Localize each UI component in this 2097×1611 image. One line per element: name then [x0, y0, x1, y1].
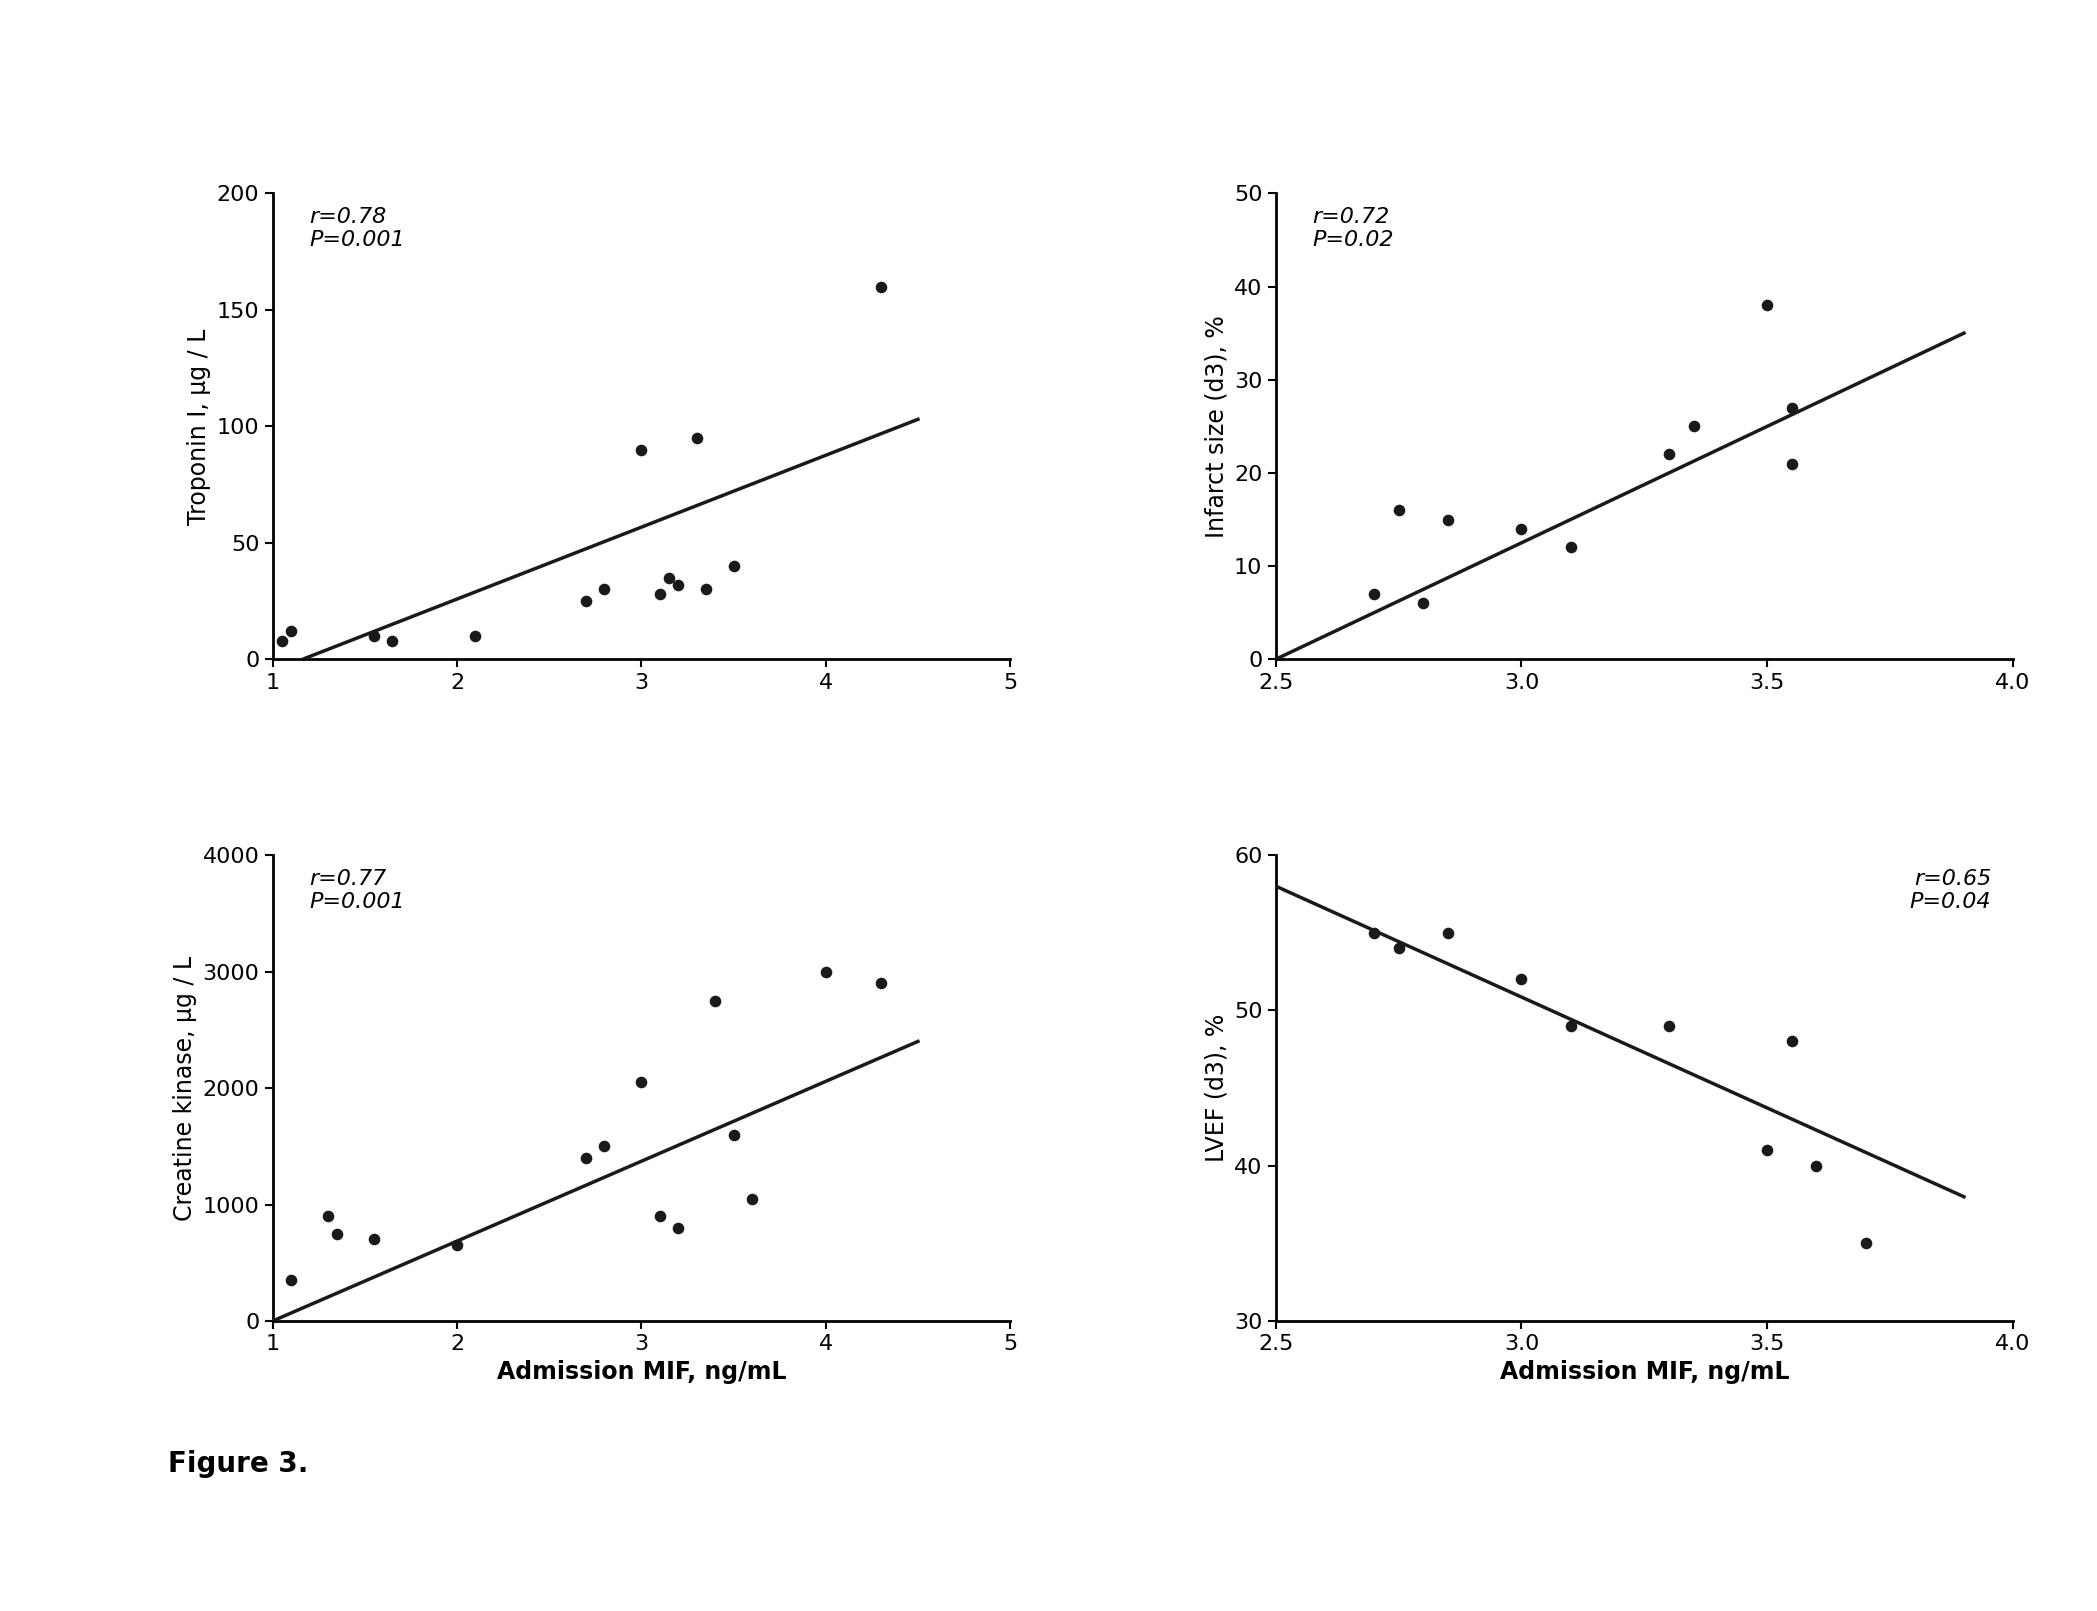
Point	[644, 1203, 677, 1229]
Point	[275, 619, 308, 644]
Point	[1382, 498, 1415, 524]
Point	[864, 970, 898, 996]
Point	[625, 1070, 658, 1095]
Point	[1850, 1231, 1883, 1257]
Point	[1506, 516, 1539, 541]
Point	[1751, 1137, 1785, 1163]
Point	[1357, 582, 1390, 607]
Y-axis label: Troponin I, μg / L: Troponin I, μg / L	[187, 329, 212, 525]
Point	[625, 437, 658, 462]
Point	[1430, 506, 1464, 532]
Point	[1554, 1013, 1587, 1039]
Point	[1652, 1013, 1686, 1039]
Point	[1799, 1153, 1833, 1179]
Point	[1751, 292, 1785, 317]
Point	[459, 623, 493, 649]
Y-axis label: LVEF (d3), %: LVEF (d3), %	[1204, 1013, 1229, 1162]
Point	[736, 1186, 770, 1211]
Point	[375, 628, 409, 654]
Point	[1506, 967, 1539, 992]
Point	[652, 565, 686, 591]
Point	[661, 572, 694, 598]
Point	[568, 1145, 602, 1171]
X-axis label: Admission MIF, ng/mL: Admission MIF, ng/mL	[1499, 1360, 1789, 1384]
Text: Figure 3.: Figure 3.	[168, 1450, 308, 1477]
Point	[1652, 441, 1686, 467]
Point	[690, 577, 723, 603]
Y-axis label: Infarct size (d3), %: Infarct size (d3), %	[1204, 314, 1229, 538]
Point	[717, 1121, 751, 1147]
Point	[587, 577, 621, 603]
X-axis label: Admission MIF, ng/mL: Admission MIF, ng/mL	[497, 1360, 786, 1384]
Point	[1430, 920, 1464, 946]
Point	[321, 1221, 354, 1247]
Point	[661, 1215, 694, 1240]
Text: r=0.77
P=0.001: r=0.77 P=0.001	[310, 868, 405, 912]
Point	[679, 425, 713, 451]
Point	[809, 959, 843, 984]
Point	[698, 988, 732, 1013]
Point	[440, 1232, 474, 1258]
Point	[1357, 920, 1390, 946]
Point	[356, 623, 390, 649]
Point	[1774, 395, 1808, 420]
Point	[568, 588, 602, 614]
Point	[275, 1268, 308, 1294]
Point	[587, 1134, 621, 1160]
Point	[1407, 591, 1441, 617]
Text: r=0.65
P=0.04: r=0.65 P=0.04	[1910, 868, 1990, 912]
Point	[356, 1226, 390, 1252]
Point	[1678, 414, 1711, 440]
Text: r=0.72
P=0.02: r=0.72 P=0.02	[1313, 208, 1395, 250]
Point	[264, 628, 298, 654]
Point	[1554, 535, 1587, 561]
Point	[864, 274, 898, 300]
Point	[644, 582, 677, 607]
Text: r=0.78
P=0.001: r=0.78 P=0.001	[310, 208, 405, 250]
Y-axis label: Creatine kinase, μg / L: Creatine kinase, μg / L	[172, 955, 197, 1221]
Point	[1382, 936, 1415, 962]
Point	[1774, 451, 1808, 477]
Point	[1774, 1028, 1808, 1054]
Point	[310, 1203, 344, 1229]
Point	[717, 553, 751, 578]
